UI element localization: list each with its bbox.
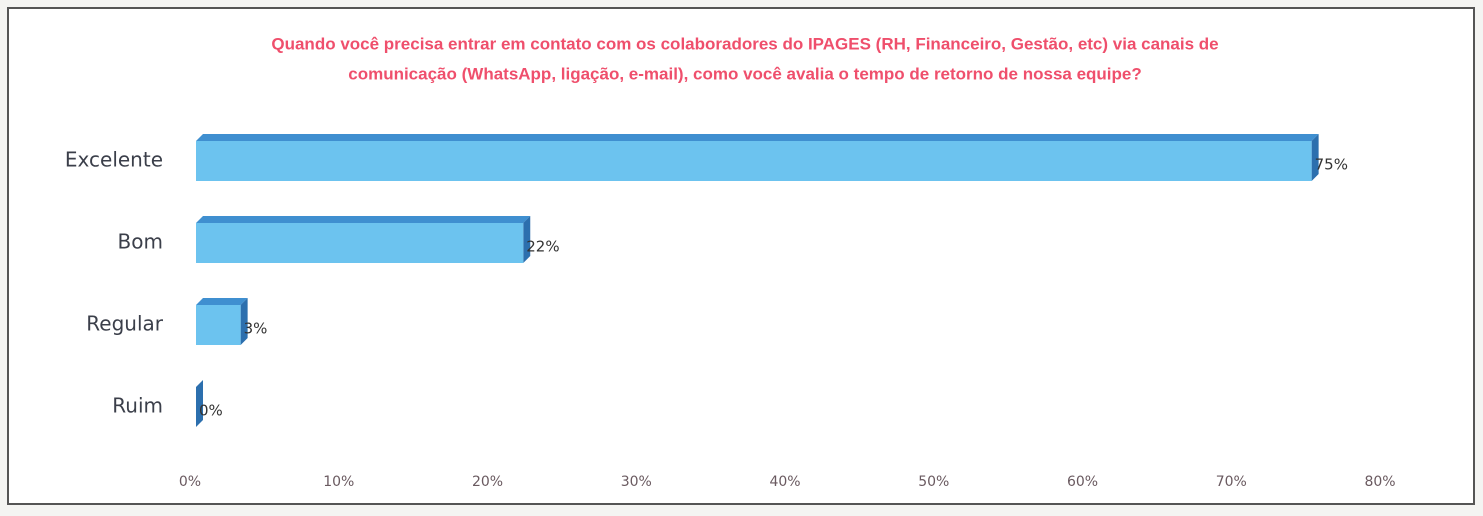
bar-top: [196, 298, 248, 305]
data-label: 3%: [244, 320, 268, 338]
bar-front: [196, 141, 1312, 181]
bar-top: [196, 134, 1319, 141]
bar: [196, 134, 1319, 181]
x-tick-label: 30%: [621, 474, 652, 490]
chart-title: Quando você precisa entrar em contato co…: [271, 34, 1218, 53]
bar-front: [196, 223, 524, 263]
x-tick-label: 70%: [1216, 474, 1247, 490]
bar: [196, 298, 248, 345]
x-tick-label: 80%: [1364, 474, 1395, 490]
y-tick-label: Bom: [118, 230, 163, 254]
x-tick-label: 40%: [769, 474, 800, 490]
y-tick-label: Excelente: [65, 148, 163, 172]
bar-top: [196, 216, 531, 223]
x-tick-label: 0%: [179, 474, 201, 490]
x-tick-label: 60%: [1067, 474, 1098, 490]
x-tick-label: 20%: [472, 474, 503, 490]
y-tick-label: Ruim: [112, 394, 163, 418]
bar: [196, 216, 531, 263]
chart-title: comunicação (WhatsApp, ligação, e-mail),…: [348, 64, 1142, 83]
bar-side: [1311, 134, 1319, 181]
x-tick-label: 10%: [323, 474, 354, 490]
bar-side: [240, 298, 248, 345]
bar-side: [196, 380, 203, 427]
data-label: 0%: [199, 402, 223, 420]
bar: [196, 380, 203, 427]
x-tick-label: 50%: [918, 474, 949, 490]
data-label: 22%: [526, 238, 559, 256]
y-tick-label: Regular: [86, 312, 163, 336]
bar-side: [523, 216, 531, 263]
data-label: 75%: [1315, 156, 1348, 174]
bar-front: [196, 305, 241, 345]
